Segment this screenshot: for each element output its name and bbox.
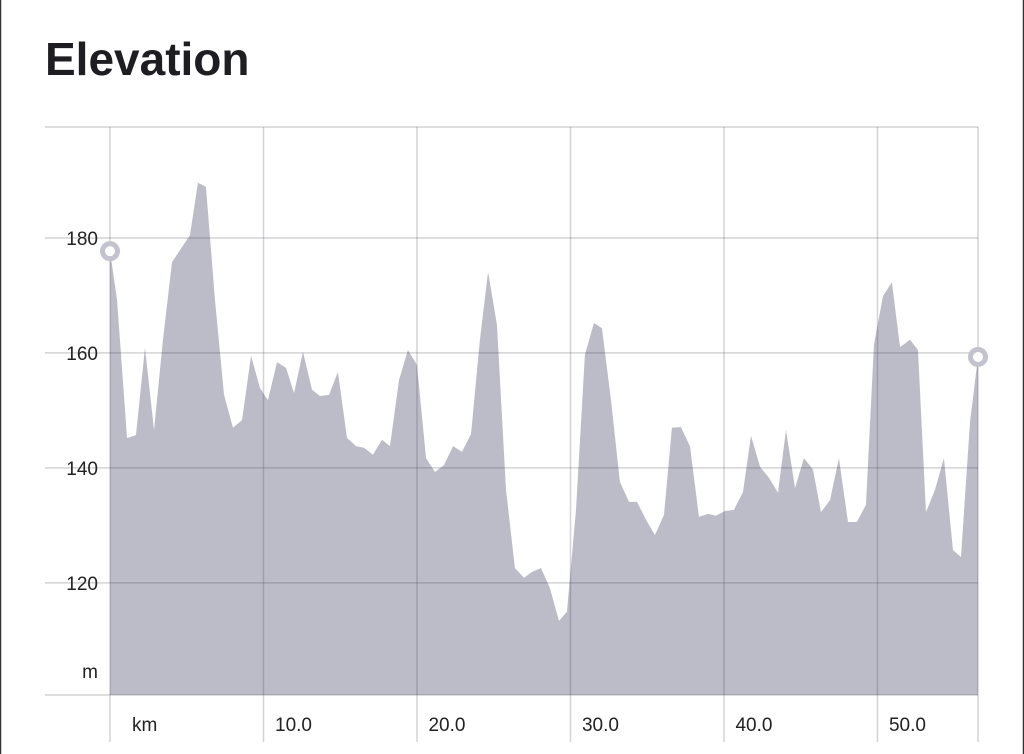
x-tick-label: 40.0 [735,715,772,736]
endpoint-marker [968,346,988,367]
y-tick-label: 120 [66,574,98,595]
chart-title: Elevation [45,33,250,85]
x-tick-label: 30.0 [582,715,619,736]
x-tick-label: 50.0 [889,715,926,736]
x-axis-label: km [132,715,157,736]
y-tick-label: 180 [66,229,98,250]
elevation-area [110,182,978,695]
y-tick-label: 140 [66,459,98,480]
x-tick-label: 10.0 [275,715,312,736]
y-axis-label: m [82,662,98,683]
y-tick-label: 160 [66,344,98,365]
x-tick-label: 20.0 [428,715,465,736]
endpoint-marker [100,241,120,262]
